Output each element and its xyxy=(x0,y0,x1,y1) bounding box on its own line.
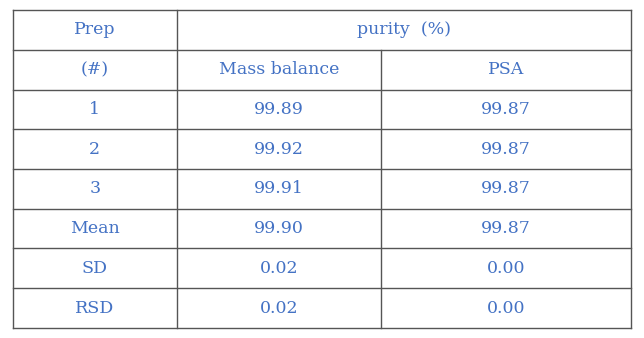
Text: 99.87: 99.87 xyxy=(481,180,531,197)
Text: (#): (#) xyxy=(80,61,109,78)
Text: Mass balance: Mass balance xyxy=(218,61,339,78)
Text: 0.00: 0.00 xyxy=(487,299,525,316)
Text: 99.87: 99.87 xyxy=(481,141,531,158)
Text: 0.02: 0.02 xyxy=(260,299,298,316)
Text: 99.87: 99.87 xyxy=(481,101,531,118)
Text: 99.87: 99.87 xyxy=(481,220,531,237)
Text: Prep: Prep xyxy=(74,22,115,39)
Text: SD: SD xyxy=(82,260,108,277)
Text: 0.02: 0.02 xyxy=(260,260,298,277)
Text: 99.89: 99.89 xyxy=(254,101,304,118)
Text: PSA: PSA xyxy=(488,61,524,78)
Text: 1: 1 xyxy=(90,101,100,118)
Text: 99.91: 99.91 xyxy=(254,180,304,197)
Text: 99.92: 99.92 xyxy=(254,141,304,158)
Text: RSD: RSD xyxy=(75,299,115,316)
Text: 99.90: 99.90 xyxy=(254,220,304,237)
Text: 2: 2 xyxy=(90,141,100,158)
Text: 3: 3 xyxy=(90,180,100,197)
Text: purity  (%): purity (%) xyxy=(357,22,451,39)
Text: Mean: Mean xyxy=(70,220,120,237)
Text: 0.00: 0.00 xyxy=(487,260,525,277)
